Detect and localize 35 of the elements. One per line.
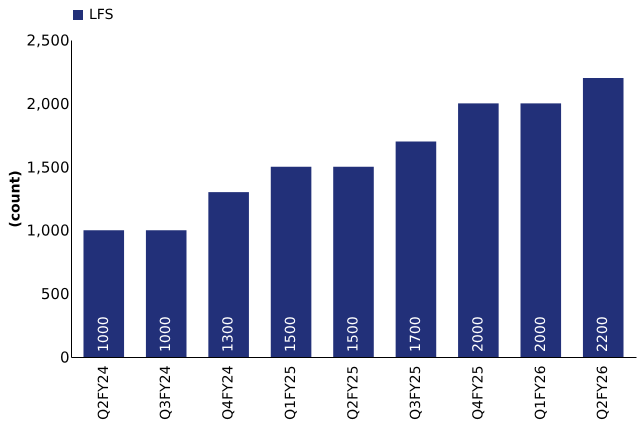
data-label: 1300	[220, 316, 237, 352]
x-tick-label: Q3FY24	[158, 365, 174, 420]
data-label: 1000	[96, 316, 112, 352]
bar	[458, 103, 499, 357]
bar	[208, 192, 249, 357]
y-tick-label: 1,000	[26, 222, 70, 240]
y-tick-label: 1,500	[26, 158, 70, 176]
bar	[83, 230, 124, 357]
y-axis-title: (count)	[8, 170, 24, 228]
data-label: 1000	[158, 316, 174, 352]
y-tick-label: 2,500	[26, 32, 70, 50]
x-tick-label: Q3FY25	[408, 366, 424, 420]
x-tick-label: Q4FY25	[470, 366, 486, 420]
x-tick-label: Q1FY26	[532, 365, 549, 420]
data-label: 2200	[595, 316, 612, 352]
x-tick-label: Q4FY24	[220, 365, 237, 420]
bar	[582, 78, 624, 357]
y-tick-label: 500	[40, 285, 70, 304]
data-label: 2000	[532, 316, 549, 352]
x-tick-label: Q2FY25	[346, 366, 362, 420]
bar	[146, 230, 186, 357]
y-tick-label: 0	[60, 348, 70, 366]
bar	[333, 166, 374, 357]
data-label: 2000	[470, 316, 486, 352]
bar	[520, 103, 562, 357]
legend-label: LFS	[89, 7, 114, 23]
y-tick-label: 2,000	[26, 94, 70, 113]
bar	[270, 166, 312, 357]
x-tick-label: Q2FY24	[96, 365, 112, 420]
data-label: 1500	[346, 316, 362, 352]
data-label: 1500	[283, 316, 300, 352]
x-tick-label: Q1FY25	[283, 366, 300, 420]
x-tick-label: Q2FY26	[595, 365, 612, 420]
bar	[396, 141, 436, 357]
data-label: 1700	[408, 316, 424, 352]
